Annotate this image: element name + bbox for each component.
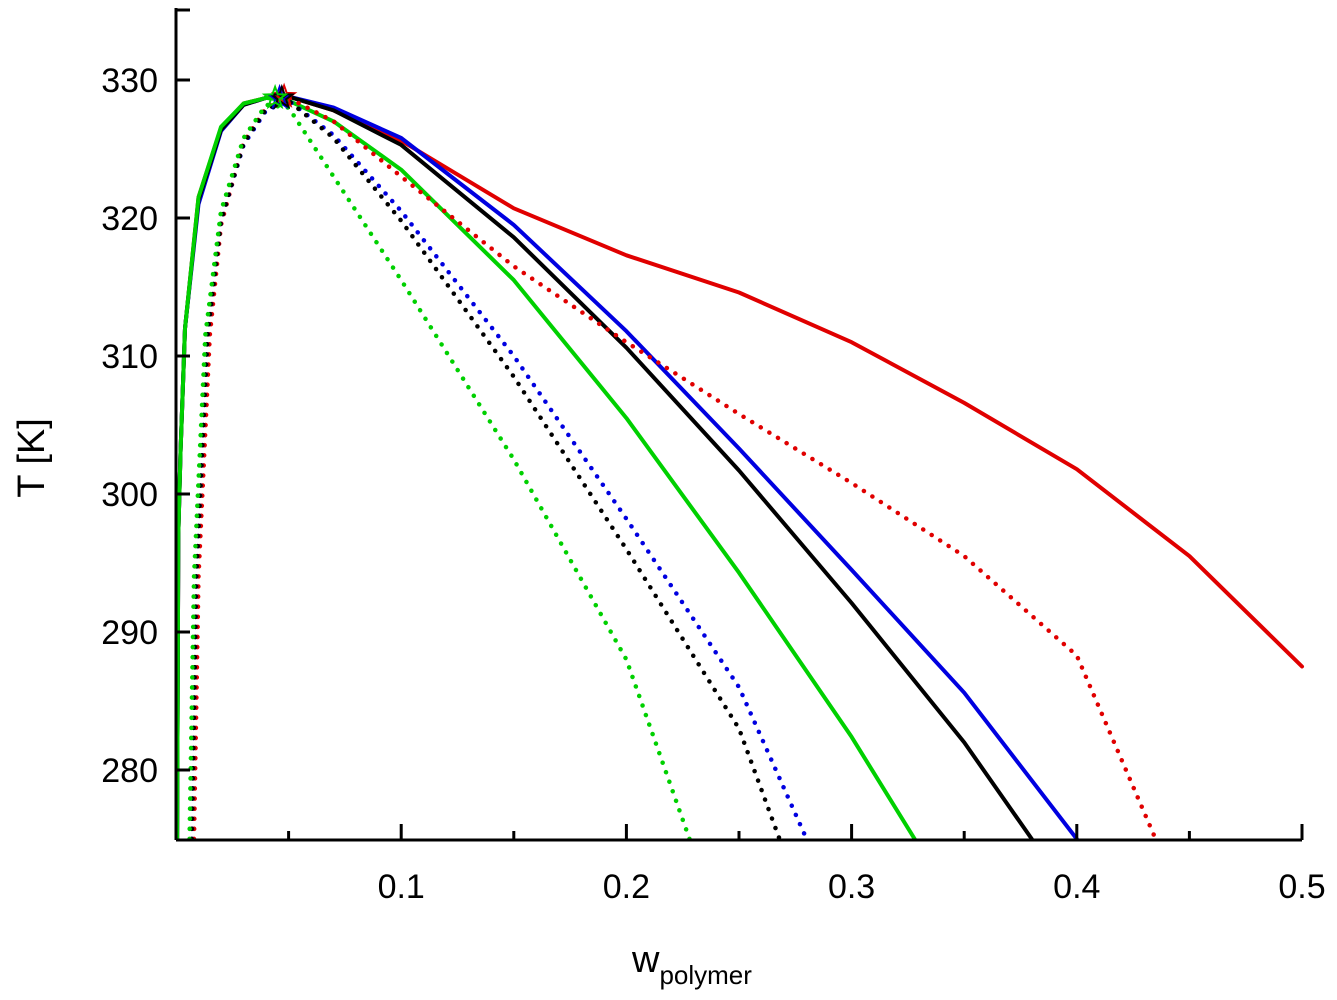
y-tick-label: 280 bbox=[101, 752, 158, 790]
x-tick-label: 0.1 bbox=[378, 868, 425, 906]
series-line-blue-solid bbox=[176, 94, 1079, 840]
y-tick-label: 310 bbox=[101, 338, 158, 376]
x-tick-label: 0.4 bbox=[1053, 868, 1100, 906]
series-line-red-dotted bbox=[191, 95, 1158, 840]
y-tick-label: 290 bbox=[101, 614, 158, 652]
y-axis-label: T [K] bbox=[11, 418, 53, 498]
x-axis-label-subscript: polymer bbox=[659, 960, 752, 990]
y-tick-label: 320 bbox=[101, 200, 158, 238]
series-line-green-solid bbox=[176, 95, 917, 840]
series-line-black-dotted bbox=[189, 98, 782, 840]
series-line-green-dotted bbox=[187, 102, 692, 840]
series-line-red-solid bbox=[176, 94, 1304, 840]
series-line-black-solid bbox=[176, 94, 1034, 840]
x-tick-label: 0.5 bbox=[1278, 868, 1325, 906]
y-tick-label: 330 bbox=[101, 62, 158, 100]
x-tick-label: 0.3 bbox=[828, 868, 875, 906]
marker-green-star bbox=[261, 83, 289, 110]
y-tick-label: 300 bbox=[101, 476, 158, 514]
x-tick-label: 0.2 bbox=[603, 868, 650, 906]
x-axis-label-main: w bbox=[631, 939, 660, 981]
marker-black-star bbox=[268, 83, 296, 110]
x-axis-label: wpolymer bbox=[631, 939, 752, 990]
